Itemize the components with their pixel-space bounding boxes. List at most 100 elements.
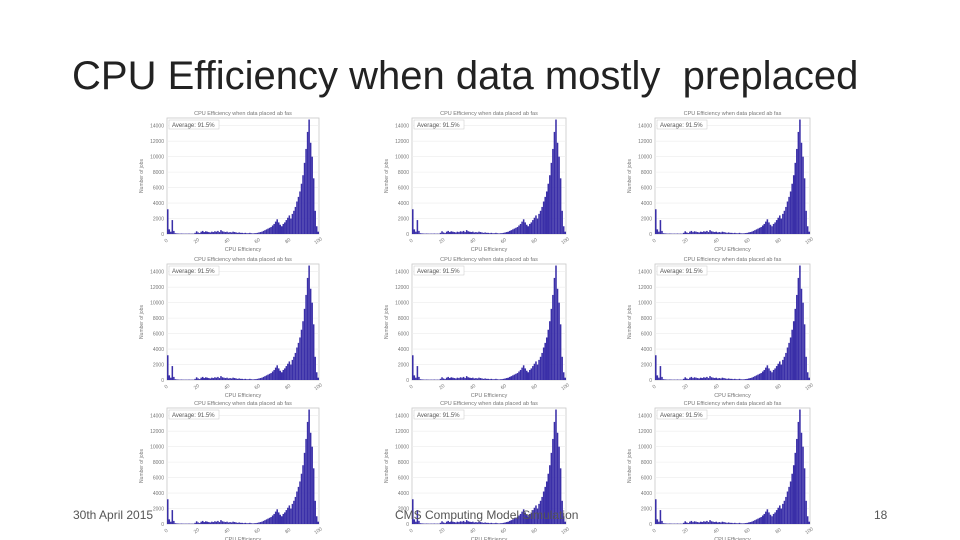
histogram-bar [416,510,419,524]
x-tick-label: 60 [254,527,262,535]
histogram-bar [476,232,479,234]
histogram-bar [738,378,741,380]
histogram-bar [288,361,291,380]
histogram-bar [299,191,301,234]
histogram-bar [441,377,443,380]
y-tick-label: 14000 [150,270,164,276]
histogram-bar [475,232,477,234]
histogram-bar [502,378,505,380]
histogram-bar [550,162,553,234]
histogram-bar [737,379,739,380]
x-tick-label: 80 [284,383,292,391]
histogram-bar [250,523,253,524]
histogram-bar [658,521,660,524]
histogram-bar [262,520,265,524]
histogram-bar [535,361,537,380]
histogram-bar [267,518,269,524]
histogram-bar [686,522,688,524]
histogram-bar [470,378,473,380]
histogram-bar [294,496,297,524]
histogram-bar [195,521,198,524]
histogram-bar [800,142,803,234]
histogram-bar [489,379,491,380]
histogram-bar [270,373,272,380]
histogram-bar [525,514,528,524]
histogram-bar [290,218,292,234]
histogram-bar [771,226,773,234]
histogram-bar [791,473,793,524]
histogram-bar [268,517,271,524]
histogram-bar [746,232,748,234]
histogram-panel-3: CPU Efficiency when data placed ab fas 0 2… [627,111,815,253]
histogram-bar [211,231,213,234]
histogram-bar [489,523,491,524]
average-annotation: Average: 91.5% [172,413,215,419]
y-tick-label: 6000 [398,332,409,338]
x-tick-label: 100 [313,382,323,392]
histogram-bar [752,230,755,234]
histogram-bar [558,156,560,234]
histogram-bar [785,496,787,524]
histogram-bar [279,224,281,234]
histogram-bar [794,162,797,234]
histogram-bar [808,521,810,524]
histogram-bar [241,378,243,380]
histogram-bar [559,468,562,524]
y-tick-label: 12000 [395,285,409,291]
histogram-bar [805,500,807,524]
histogram-bar [783,356,786,380]
annotation-box [413,119,465,130]
histogram-bar [541,496,543,524]
histogram-bar [536,508,539,524]
histogram-bar [495,232,497,234]
y-tick-label: 4000 [398,201,409,207]
histogram-bar [717,232,719,234]
histogram-bar [664,379,666,380]
y-tick-label: 6000 [153,332,164,338]
histogram-bar [535,505,537,524]
histogram-bar [662,379,665,380]
histogram-bar [221,377,224,380]
histogram-bar [558,446,560,524]
histogram-bar [306,131,309,234]
histogram-bar [507,377,510,380]
histogram-bar [439,232,442,234]
average-annotation: Average: 91.5% [172,269,215,275]
histogram-bar [692,522,694,524]
histogram-bar [547,329,550,380]
histogram-bar [447,230,449,234]
histogram-bar [487,522,489,524]
histogram-bar [495,522,497,524]
histogram-bar [803,178,806,234]
histogram-bar [792,175,795,234]
histogram-bar [218,232,221,234]
x-tick-label: 0 [409,384,415,391]
histogram-bar [461,377,463,380]
x-tick-label: 100 [804,382,814,392]
histogram-bar [709,376,711,380]
histogram-bar [505,378,508,380]
histogram-bar [317,377,319,380]
chart-title: CPU Efficiency when data placed ab fas [194,111,292,117]
histogram-bar [529,369,531,380]
histogram-bar [693,377,696,380]
histogram-bar [693,231,696,234]
histogram-bar [478,377,480,380]
histogram-bar [499,523,502,524]
histogram-bar [442,232,445,234]
histogram-bar [273,369,275,380]
histogram-bar [461,521,463,524]
y-tick-label: 4000 [641,491,652,497]
histogram-bar [456,377,459,380]
histogram-bar [221,231,224,234]
histogram-bar [664,233,666,234]
histogram-bar [221,521,224,524]
histogram-bar [235,232,237,234]
histogram-bar [302,321,304,380]
histogram-bar [698,378,700,380]
histogram-bar [751,231,753,234]
histogram-bar [447,376,449,380]
histogram-bar [249,378,251,380]
histogram-bar [545,481,548,524]
histogram-bar [740,523,742,524]
